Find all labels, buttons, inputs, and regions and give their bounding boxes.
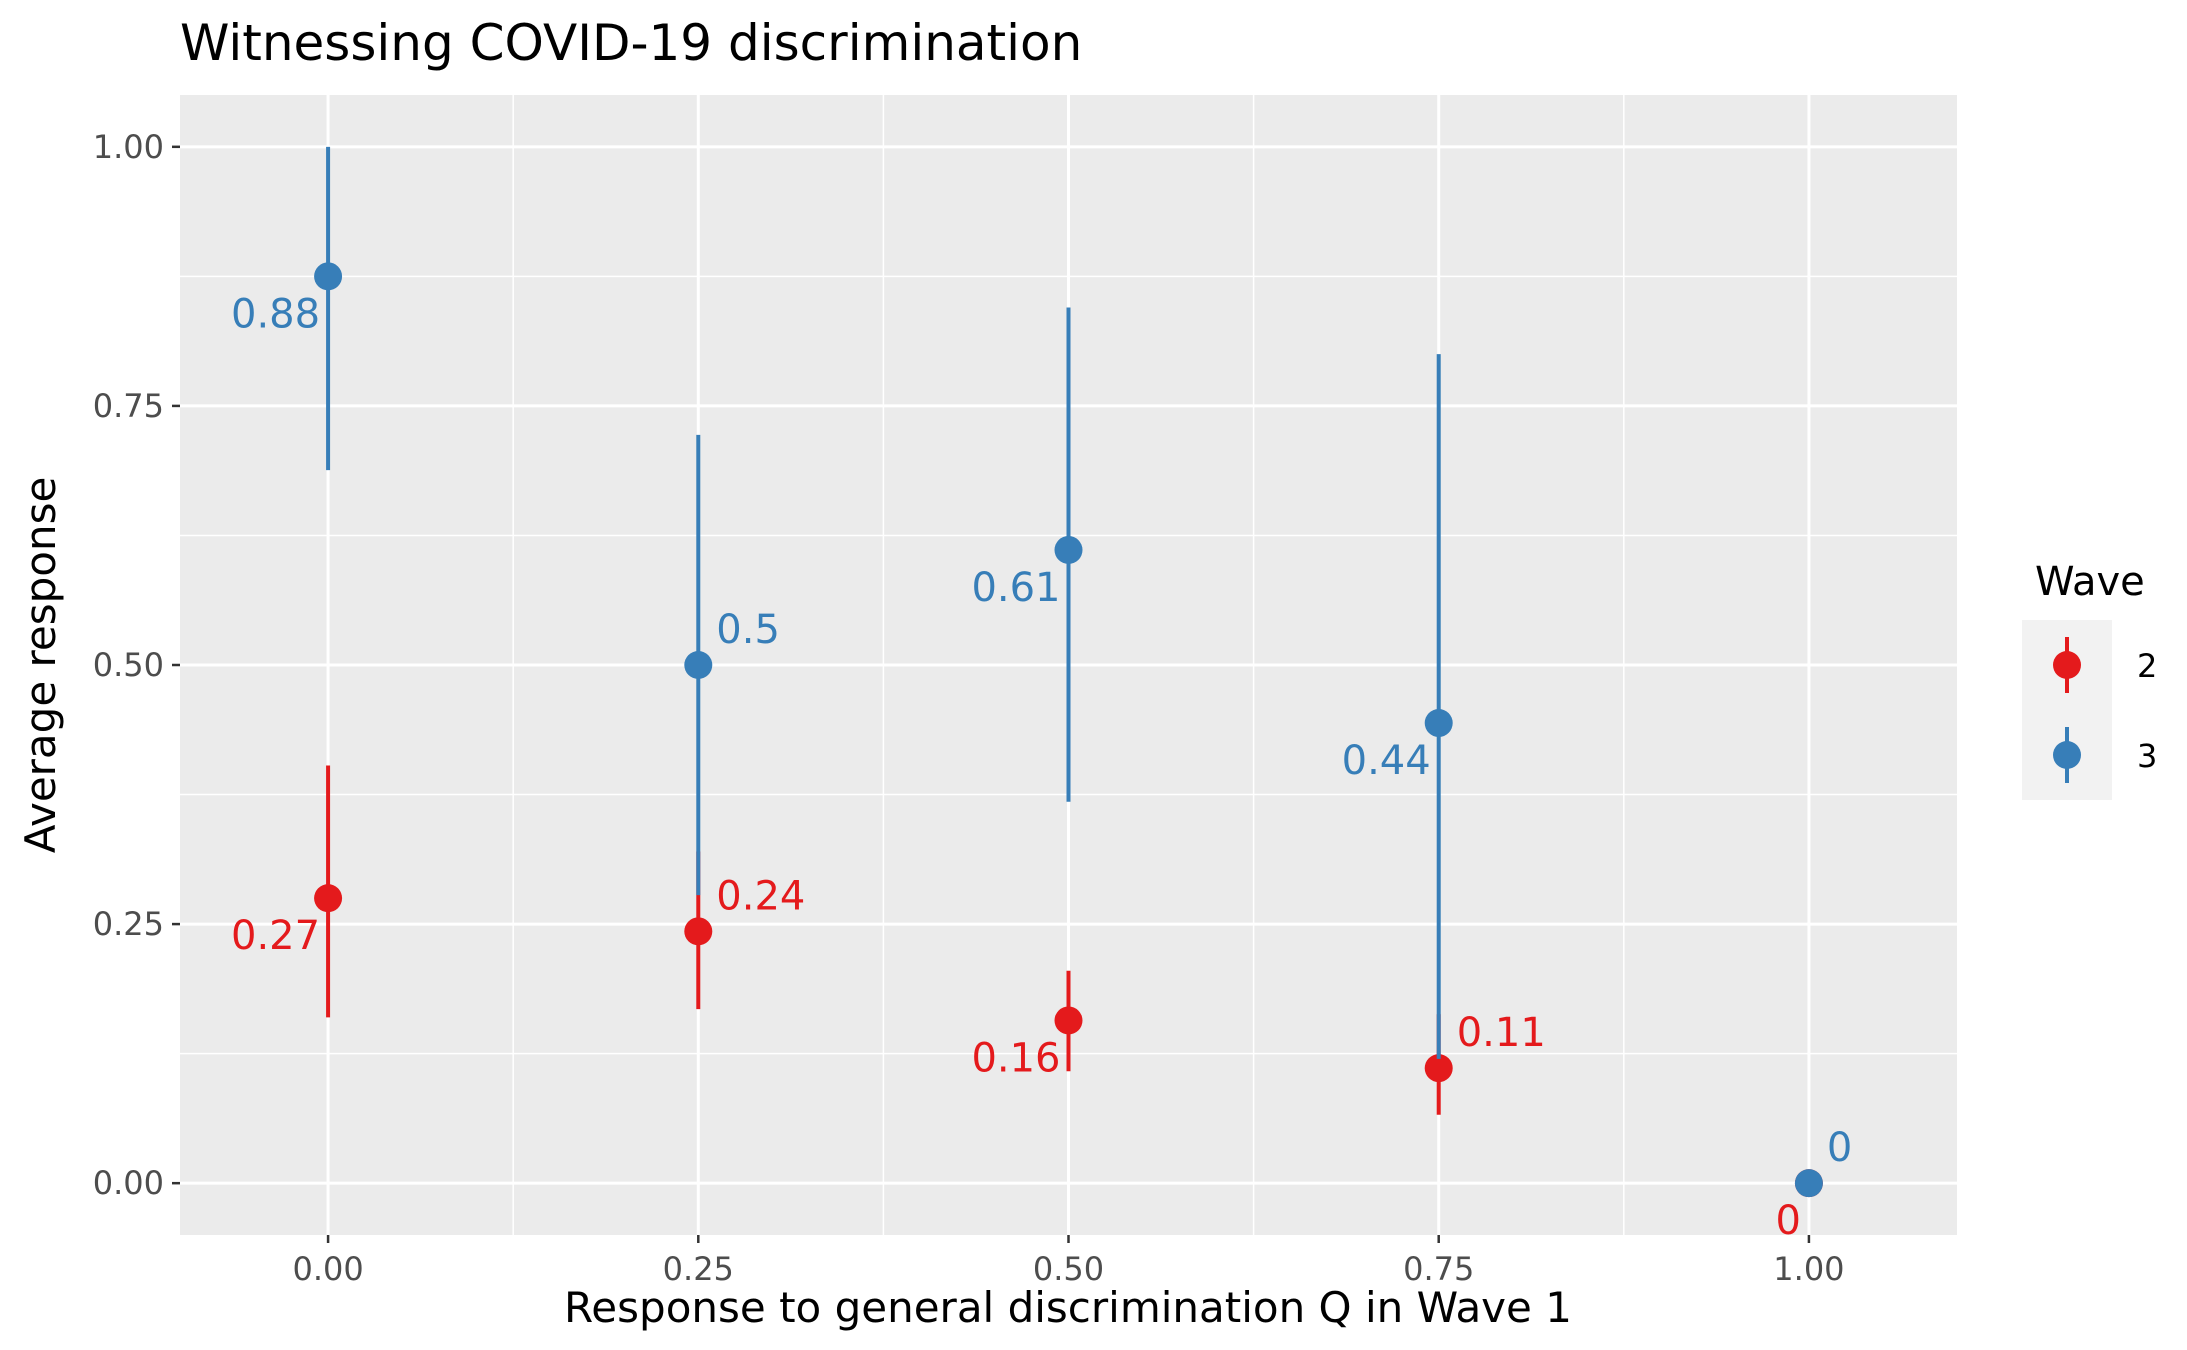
data-label: 0.61 (971, 565, 1060, 611)
data-label: 0.24 (716, 873, 805, 919)
data-point (1794, 1169, 1823, 1198)
legend-title: Wave (2035, 559, 2145, 605)
data-point (1054, 1006, 1083, 1035)
y-tick-label: 0.25 (93, 905, 164, 943)
data-point (684, 917, 713, 946)
data-label: 0.16 (971, 1035, 1060, 1081)
chart-title: Witnessing COVID-19 discrimination (180, 14, 1082, 72)
data-label: 0 (1775, 1198, 1800, 1244)
y-tick-label: 0.50 (93, 646, 164, 684)
data-marks: 0.27 0.24 0.16 0.11 0 0.88 0.5 0.61 0.44 0 (231, 146, 1852, 1244)
data-point (1424, 1054, 1453, 1083)
y-axis-title: Average response (16, 477, 65, 854)
data-point (684, 651, 713, 679)
data-label: 0.88 (231, 291, 320, 337)
x-axis-title: Response to general discrimination Q in … (564, 1283, 1572, 1332)
data-point (314, 262, 343, 291)
data-label: 0 (1827, 1125, 1852, 1171)
y-tick-label: 0.75 (93, 387, 164, 425)
legend-label: 2 (2137, 647, 2157, 685)
y-tick-label: 1.00 (93, 128, 164, 166)
legend-key-point (2053, 741, 2081, 769)
legend: Wave 2 3 (2022, 559, 2157, 800)
data-label: 0.44 (1342, 738, 1431, 784)
x-tick-label: 0.50 (1033, 1250, 1104, 1288)
data-point (1424, 709, 1453, 738)
legend-label: 3 (2137, 737, 2157, 775)
x-tick-label: 0.25 (663, 1250, 734, 1288)
data-label: 0.11 (1457, 1010, 1546, 1056)
y-axis: 0.00 0.25 0.50 0.75 1.00 (93, 128, 180, 1202)
data-label: 0.5 (716, 607, 780, 653)
legend-key-point (2053, 651, 2081, 679)
x-axis: 0.00 0.25 0.50 0.75 1.00 (292, 1235, 1845, 1288)
y-tick-label: 0.00 (93, 1164, 164, 1202)
x-tick-label: 1.00 (1773, 1250, 1844, 1288)
data-point (314, 884, 343, 913)
x-tick-label: 0.75 (1403, 1250, 1474, 1288)
data-label: 0.27 (231, 913, 320, 959)
x-tick-label: 0.00 (292, 1250, 363, 1288)
data-point (1054, 535, 1083, 564)
